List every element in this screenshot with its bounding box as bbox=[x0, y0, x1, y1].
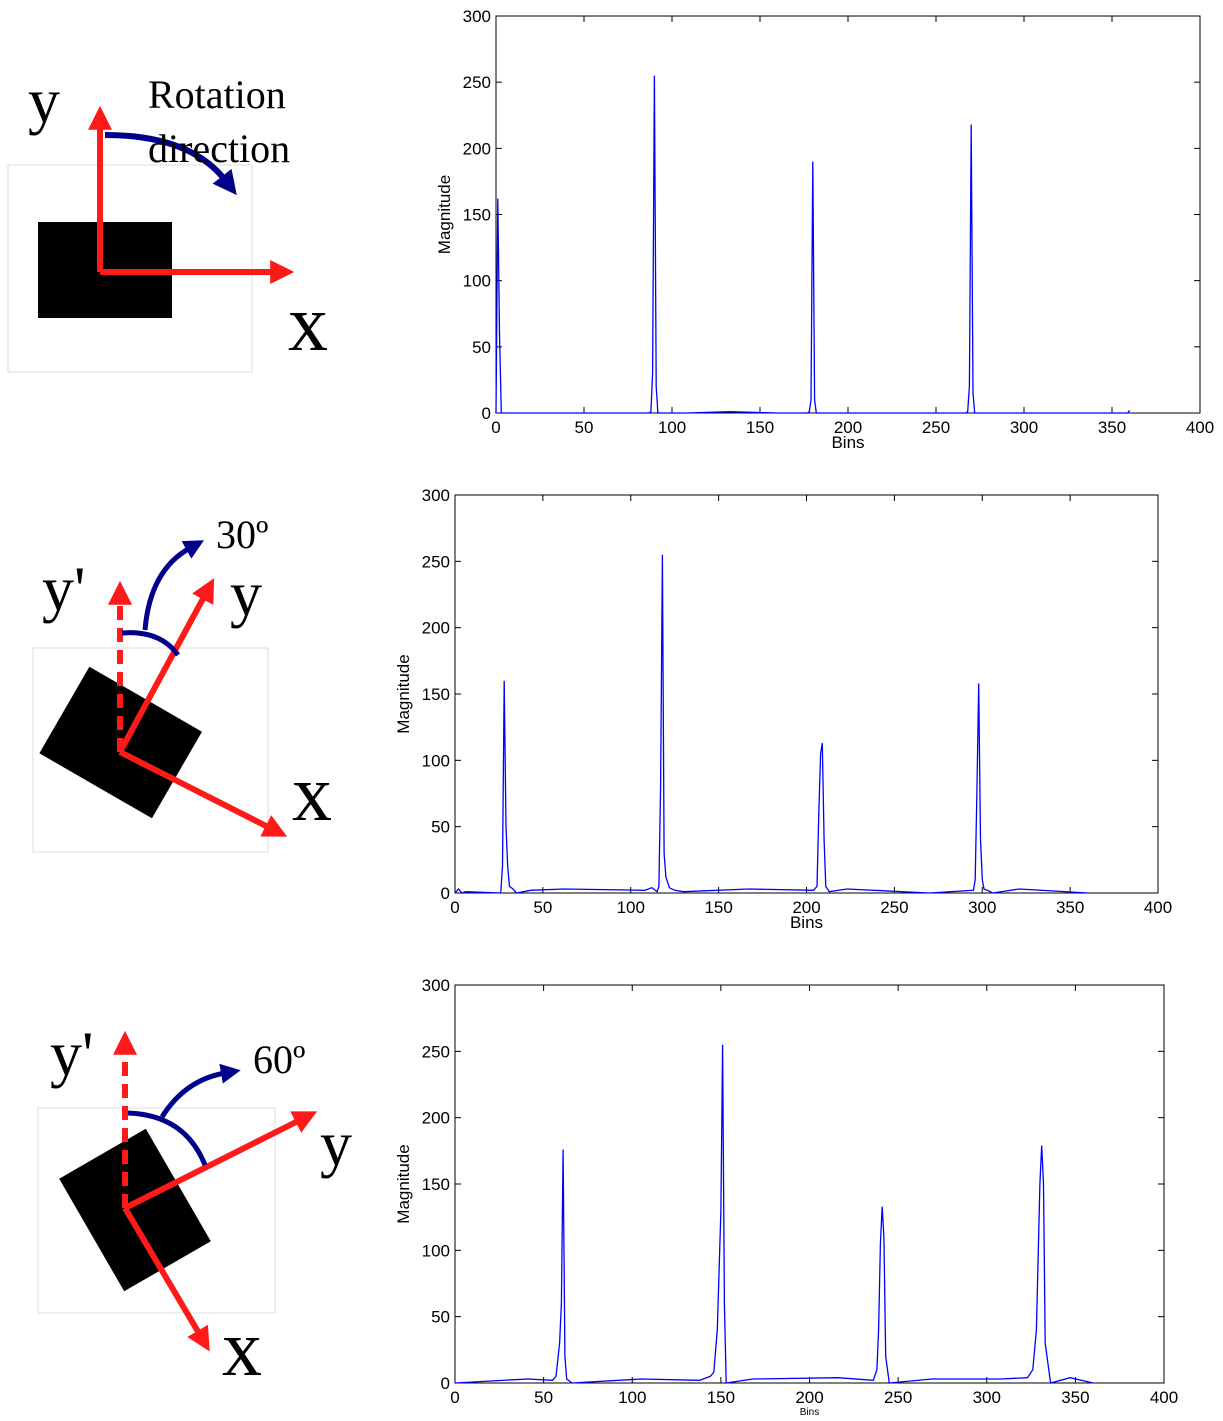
y-tick-label: 300 bbox=[463, 7, 491, 26]
axis-label: y bbox=[320, 1108, 352, 1179]
y-tick-label: 150 bbox=[422, 1175, 450, 1194]
y-tick-label: 150 bbox=[463, 206, 491, 225]
y-tick-label: 200 bbox=[463, 139, 491, 158]
y-tick-label: 50 bbox=[472, 338, 491, 357]
x-tick-label: 350 bbox=[1098, 418, 1126, 437]
plot-frame bbox=[454, 494, 1159, 894]
x-tick-label: 300 bbox=[968, 898, 996, 917]
x-tick-label: 150 bbox=[746, 418, 774, 437]
x-axis-label: Bins bbox=[790, 913, 823, 932]
x-tick-label: 0 bbox=[450, 1388, 459, 1407]
y-tick-label: 0 bbox=[482, 404, 491, 423]
x-axis-label: Bins bbox=[800, 1407, 819, 1416]
x-tick-label: 50 bbox=[533, 898, 552, 917]
x-tick-label: 200 bbox=[795, 1388, 823, 1407]
y-tick-label: 100 bbox=[463, 272, 491, 291]
x-tick-label: 200 bbox=[834, 418, 862, 437]
y-tick-label: 100 bbox=[422, 751, 450, 770]
angle-label: 30º bbox=[216, 512, 268, 557]
y-tick-label: 50 bbox=[431, 818, 450, 837]
y-axis-label: Magnitude bbox=[394, 1144, 413, 1223]
axis-label: x bbox=[292, 750, 332, 838]
x-tick-label: 0 bbox=[491, 418, 500, 437]
y-tick-label: 250 bbox=[463, 73, 491, 92]
diagram-2: y' 30º y x bbox=[32, 512, 332, 853]
chart: 0 50 100 150 200 250 300 350 400 0 50 100 150 200 250 3… bbox=[435, 7, 1214, 452]
x-tick-label: 50 bbox=[534, 1388, 553, 1407]
y-tick-label: 50 bbox=[431, 1308, 450, 1327]
axis-label: y bbox=[230, 558, 262, 629]
x-tick-label: 300 bbox=[1010, 418, 1038, 437]
x-tick-label: 250 bbox=[922, 418, 950, 437]
x-tick-label: 50 bbox=[575, 418, 594, 437]
plot-frame bbox=[495, 15, 1201, 414]
label: Rotation bbox=[148, 72, 286, 117]
data-line bbox=[454, 554, 1088, 894]
x-tick-label: 200 bbox=[792, 898, 820, 917]
x-tick-label: 300 bbox=[973, 1388, 1001, 1407]
x-tick-label: 350 bbox=[1056, 898, 1084, 917]
y-tick-label: 0 bbox=[441, 1374, 450, 1393]
chart: 0 50 100 150 200 250 300 350 400 0 50 100 150 200 250 3… bbox=[394, 486, 1172, 932]
x-tick-label: 250 bbox=[880, 898, 908, 917]
x-tick-label: 150 bbox=[707, 1388, 735, 1407]
y-tick-label: 300 bbox=[422, 486, 450, 505]
x-tick-label: 100 bbox=[618, 1388, 646, 1407]
axis-label: y' bbox=[42, 553, 86, 624]
angle-label: 60º bbox=[253, 1037, 305, 1082]
x-tick-label: 350 bbox=[1061, 1388, 1089, 1407]
y-tick-label: 200 bbox=[422, 619, 450, 638]
y-tick-label: 200 bbox=[422, 1109, 450, 1128]
x-axis-label: Bins bbox=[831, 433, 864, 452]
axis-label: x bbox=[288, 280, 328, 368]
y-tick-label: 0 bbox=[441, 884, 450, 903]
y-tick-label: 250 bbox=[422, 1042, 450, 1061]
x-tick-label: 150 bbox=[704, 898, 732, 917]
x-tick-label: 0 bbox=[450, 898, 459, 917]
y-tick-label: 100 bbox=[422, 1241, 450, 1260]
diagram-3: y' 60º y x bbox=[37, 1018, 352, 1393]
x-tick-label: 250 bbox=[884, 1388, 912, 1407]
y-tick-label: 250 bbox=[422, 552, 450, 571]
y-tick-label: 150 bbox=[422, 685, 450, 704]
chart: 0 50 100 150 200 250 300 350 400 0 50 100 150 200 250 3… bbox=[394, 976, 1178, 1418]
axis-label: x bbox=[222, 1305, 262, 1393]
x-tick-label: 100 bbox=[658, 418, 686, 437]
y-axis-label: Magnitude bbox=[394, 654, 413, 733]
y-axis-label: Magnitude bbox=[435, 175, 454, 254]
diagram-1: y Rotation direction x bbox=[7, 65, 328, 373]
label: direction bbox=[148, 126, 290, 171]
x-tick-label: 100 bbox=[617, 898, 645, 917]
data-line bbox=[495, 75, 1131, 414]
plot-frame bbox=[454, 984, 1165, 1384]
axis-label: y bbox=[28, 65, 60, 136]
x-tick-label: 400 bbox=[1144, 898, 1172, 917]
data-line bbox=[454, 1044, 1094, 1384]
x-tick-label: 400 bbox=[1186, 418, 1214, 437]
y-tick-label: 300 bbox=[422, 976, 450, 995]
x-tick-label: 400 bbox=[1150, 1388, 1178, 1407]
axis-label: y' bbox=[50, 1018, 94, 1089]
